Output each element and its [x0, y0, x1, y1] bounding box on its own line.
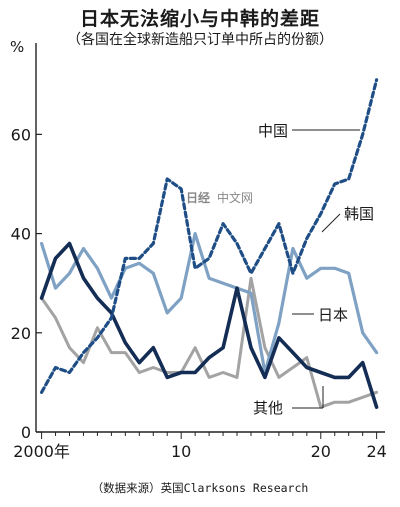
chart-subtitle: （各国在全球新造船只订单中所占的份额）	[67, 32, 333, 48]
series-line-korea	[39, 232, 379, 375]
x-tick-label: 10	[171, 442, 191, 461]
series-label-others: 其他	[253, 399, 283, 417]
watermark-brand: 日经	[186, 190, 210, 205]
series-line-japan	[39, 241, 379, 410]
y-tick-label: 20	[11, 324, 31, 343]
y-tick-label: 0	[21, 423, 31, 442]
x-tick-label: 2000年	[13, 442, 70, 461]
data-source-note: （数据来源）英国Clarksons Research	[91, 481, 309, 495]
series-label-japan: 日本	[318, 306, 348, 324]
series-line-china	[39, 78, 379, 394]
watermark-site: 中文网	[217, 190, 253, 205]
series-line-others	[40, 276, 379, 409]
x-tick-label: 24	[366, 442, 386, 461]
x-tick-label: 20	[311, 442, 331, 461]
y-tick-label: 60	[11, 125, 31, 144]
y-axis-unit: %	[10, 38, 24, 56]
series-label-korea: 韩国	[344, 205, 374, 223]
y-tick-label: 40	[11, 225, 31, 244]
chart-title: 日本无法缩小与中韩的差距	[79, 8, 320, 30]
leader-line-korea	[321, 213, 341, 233]
series-label-china: 中国	[258, 122, 288, 140]
